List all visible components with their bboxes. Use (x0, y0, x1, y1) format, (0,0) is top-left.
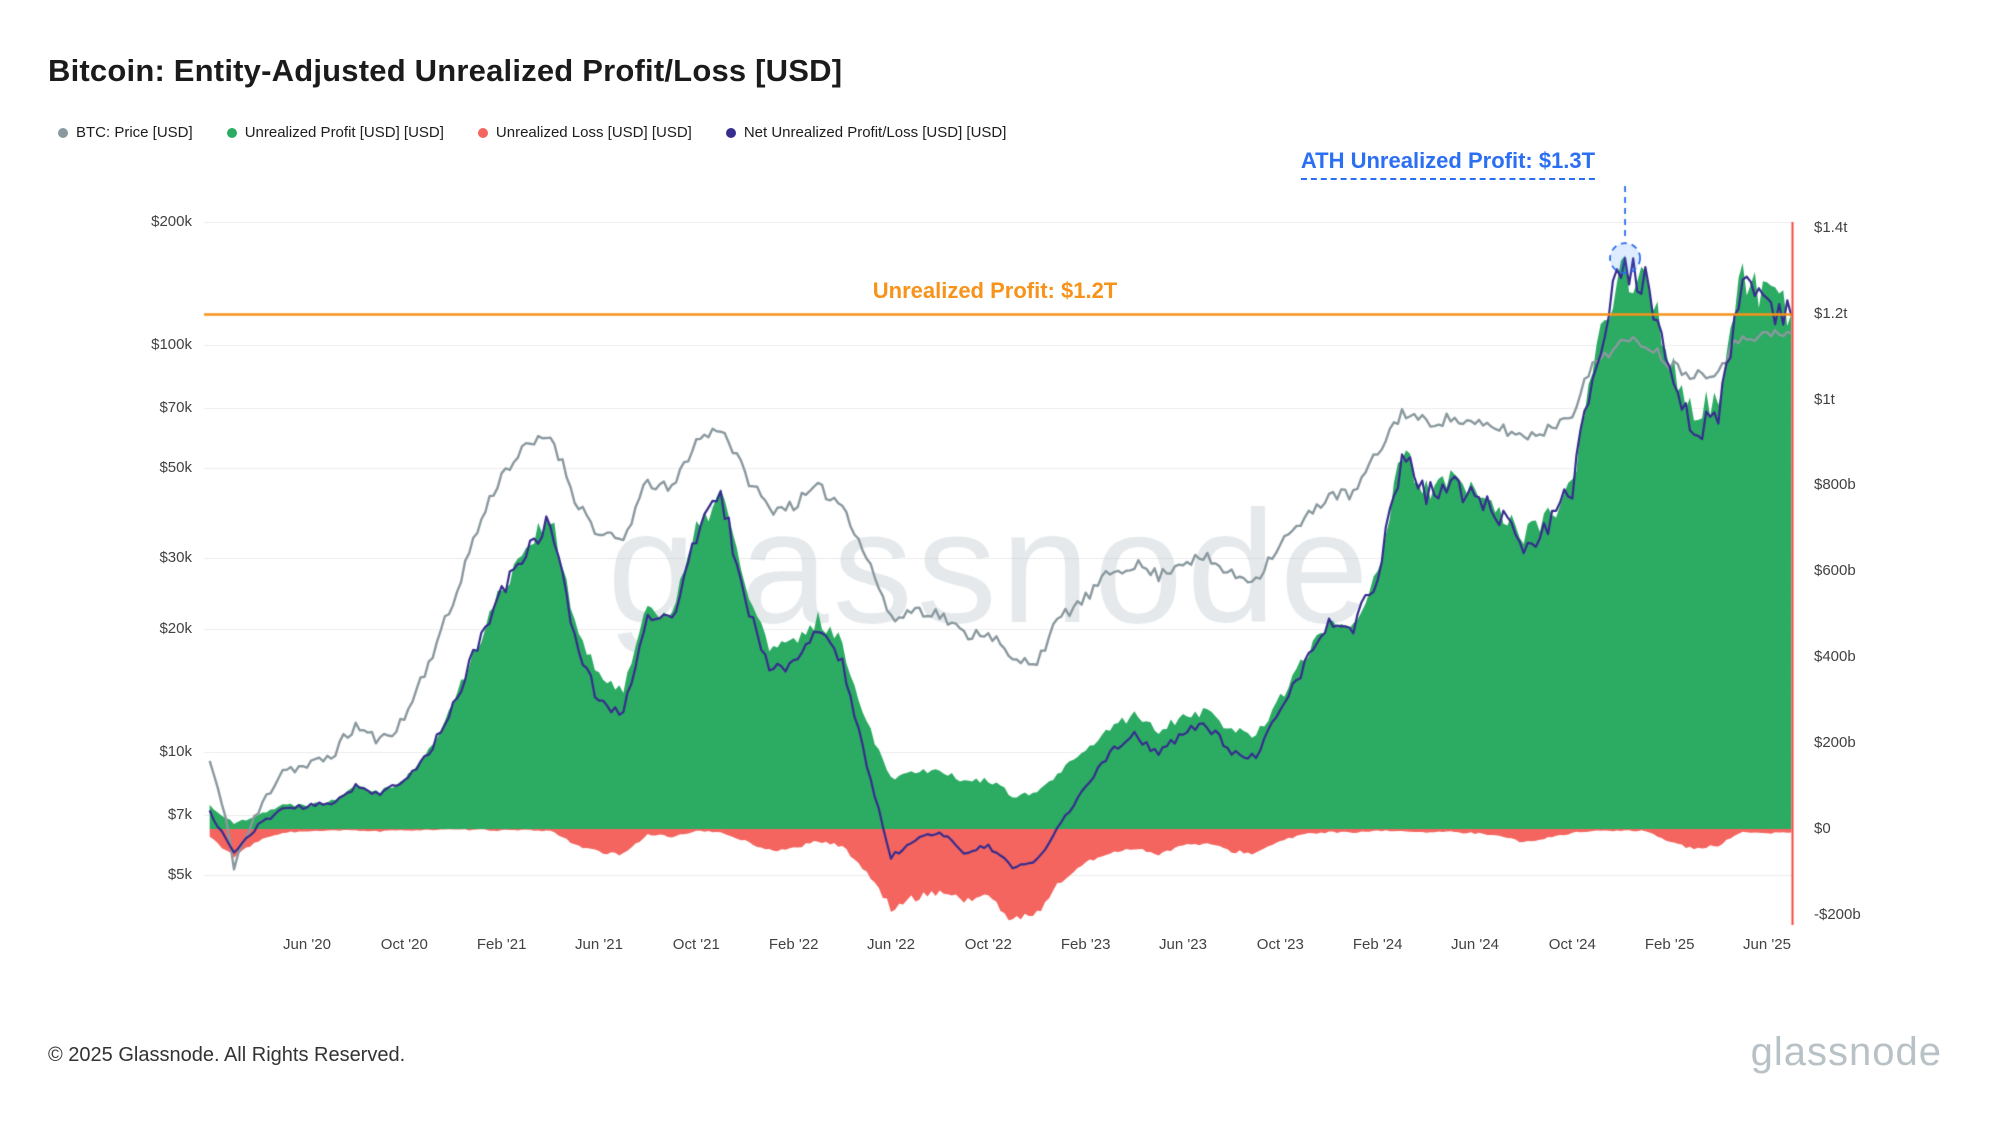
x-axis-tick: Oct '22 (964, 936, 1012, 953)
right-axis-tick: $1.2t (1814, 304, 1848, 322)
legend-label: Unrealized Loss [USD] [USD] (495, 124, 692, 141)
left-axis-tick: $30k (159, 548, 192, 566)
right-axis-tick: $1t (1814, 390, 1835, 408)
right-axis-tick: $200b (1814, 734, 1856, 752)
left-axis-tick: $100k (151, 336, 192, 353)
left-axis-tick: $7k (167, 806, 192, 824)
right-axis-tick: $400b (1814, 648, 1856, 666)
x-axis-tick: Feb '21 (476, 936, 527, 953)
x-axis-tick: Feb '25 (1644, 936, 1695, 953)
ath-annotation-label: ATH Unrealized Profit: $1.3T (1300, 148, 1596, 180)
right-axis-tick: $600b (1814, 562, 1856, 580)
legend-item-3[interactable]: Net Unrealized Profit/Loss [USD] [USD] (725, 124, 1007, 141)
chart-legend: BTC: Price [USD] Unrealized Profit [USD] … (58, 124, 1006, 141)
x-axis-tick: Feb '22 (768, 936, 819, 953)
left-axis-tick: $20k (159, 620, 192, 638)
legend-item-1[interactable]: Unrealized Profit [USD] [USD] (226, 124, 444, 141)
right-axis-tick: $800b (1814, 476, 1856, 494)
x-axis-tick: Feb '23 (1060, 936, 1111, 953)
legend-swatch-icon (725, 127, 736, 138)
x-axis-tick: Jun '21 (575, 936, 623, 953)
x-axis-tick: Oct '24 (1548, 936, 1596, 953)
x-axis-tick: Jun '20 (283, 936, 331, 953)
x-axis-tick: Feb '24 (1352, 936, 1403, 953)
glassnode-logo: glassnode (1750, 1030, 1942, 1074)
right-axis-tick: -$200b (1814, 905, 1861, 923)
x-axis-tick: Oct '23 (1256, 936, 1304, 953)
left-axis-tick: $5k (167, 865, 192, 883)
left-axis-tick: $70k (159, 399, 192, 417)
x-axis-tick: Jun '25 (1743, 936, 1791, 953)
left-axis-tick: $10k (159, 743, 192, 760)
legend-swatch-icon (477, 127, 488, 138)
legend-label: Unrealized Profit [USD] [USD] (244, 124, 444, 141)
x-axis-tick: Jun '22 (867, 936, 915, 953)
x-axis-tick: Oct '21 (672, 936, 720, 953)
left-axis-tick: $50k (159, 458, 192, 476)
x-axis-tick: Jun '23 (1159, 936, 1207, 953)
unrealized-profit-line-label: Unrealized Profit: $1.2T (872, 278, 1118, 303)
page-title: Bitcoin: Entity-Adjusted Unrealized Prof… (48, 52, 843, 88)
legend-label: BTC: Price [USD] (76, 124, 193, 141)
legend-swatch-icon (58, 127, 68, 138)
legend-item-2[interactable]: Unrealized Loss [USD] [USD] (477, 124, 692, 141)
legend-item-0[interactable]: BTC: Price [USD] (58, 124, 193, 141)
legend-label: Net Unrealized Profit/Loss [USD] [USD] (743, 124, 1007, 141)
legend-swatch-icon (226, 127, 237, 138)
right-axis-tick: $1.4t (1814, 218, 1848, 236)
left-axis-tick: $200k (151, 213, 192, 231)
copyright-text: © 2025 Glassnode. All Rights Reserved. (48, 1044, 406, 1066)
x-axis-tick: Jun '24 (1451, 936, 1499, 953)
right-axis-tick: $0 (1814, 820, 1831, 837)
x-axis-tick: Oct '20 (380, 936, 428, 953)
